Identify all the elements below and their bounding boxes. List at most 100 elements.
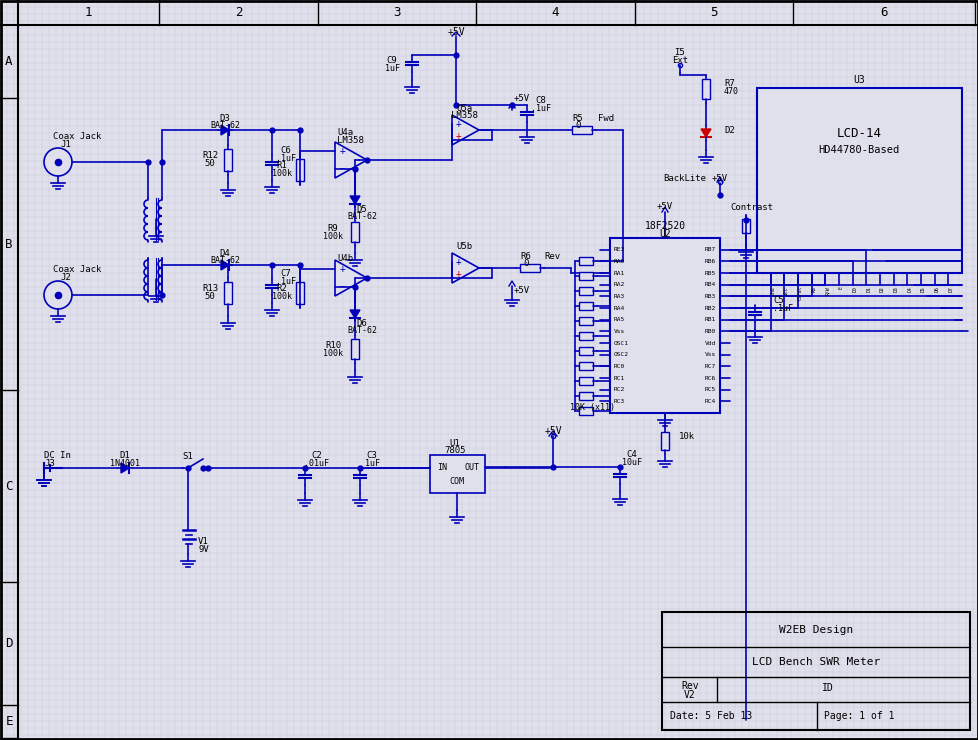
Text: +: +	[456, 269, 462, 279]
Text: +5V: +5V	[513, 93, 529, 103]
Text: 3: 3	[393, 6, 400, 19]
Text: +: +	[339, 146, 345, 156]
Text: D0: D0	[852, 286, 857, 292]
Text: C8: C8	[535, 95, 546, 104]
Text: R/W: R/W	[824, 286, 829, 295]
Text: Gnd: Gnd	[770, 286, 775, 295]
Text: RA0: RA0	[613, 259, 625, 264]
Text: 4: 4	[552, 6, 558, 19]
Text: Ext: Ext	[671, 56, 688, 64]
Text: RE3: RE3	[613, 247, 625, 252]
Text: RC7: RC7	[704, 364, 715, 369]
Polygon shape	[221, 260, 229, 270]
Text: D1: D1	[866, 286, 870, 292]
Text: RC4: RC4	[704, 399, 715, 404]
Text: E: E	[5, 715, 13, 728]
Text: RB7: RB7	[704, 247, 715, 252]
Bar	[578, 377, 593, 386]
Text: 0: 0	[575, 121, 580, 130]
Bar	[578, 287, 593, 295]
Text: 100k: 100k	[323, 232, 342, 240]
Text: D7: D7	[948, 286, 953, 292]
Bar	[351, 339, 359, 359]
Polygon shape	[350, 310, 360, 318]
Text: Vcc: Vcc	[783, 286, 788, 295]
Text: I5: I5	[674, 47, 685, 56]
Text: HD44780-Based: HD44780-Based	[818, 145, 899, 155]
Text: RA4: RA4	[613, 306, 625, 311]
Text: R12: R12	[201, 150, 218, 160]
Text: J3: J3	[44, 459, 55, 468]
Bar	[578, 303, 593, 310]
Text: J1: J1	[60, 140, 70, 149]
Text: R2: R2	[277, 283, 288, 292]
Text: C9: C9	[386, 56, 397, 64]
Text: 10K (x11): 10K (x11)	[569, 403, 614, 412]
Text: U2: U2	[658, 229, 670, 239]
Text: D3: D3	[219, 113, 230, 123]
Text: BAT-62: BAT-62	[346, 212, 377, 221]
Text: Ctral: Ctral	[797, 286, 802, 300]
Text: LCD Bench SWR Meter: LCD Bench SWR Meter	[751, 657, 879, 667]
Text: D3: D3	[893, 286, 898, 292]
Text: .01uF: .01uF	[304, 459, 330, 468]
Bar	[578, 317, 593, 326]
Bar	[756, 88, 961, 273]
Bar	[224, 149, 232, 171]
Text: C5: C5	[773, 295, 783, 304]
Text: .1uF: .1uF	[276, 277, 295, 286]
Text: 100k: 100k	[272, 292, 291, 300]
Bar	[351, 222, 359, 242]
Text: RS: RS	[811, 286, 816, 292]
Bar	[578, 392, 593, 400]
Polygon shape	[452, 253, 478, 283]
Text: U1: U1	[449, 439, 460, 448]
Bar	[578, 347, 593, 355]
Text: BAT-62: BAT-62	[346, 326, 377, 334]
Bar	[295, 282, 304, 304]
Text: 9V: 9V	[198, 545, 208, 554]
Polygon shape	[350, 196, 360, 204]
Text: LM358: LM358	[336, 135, 364, 144]
Text: LM358: LM358	[450, 110, 477, 119]
Bar	[571, 126, 592, 134]
Bar	[741, 219, 749, 233]
Text: RC1: RC1	[613, 375, 625, 380]
Text: C: C	[5, 480, 13, 493]
Text: R13: R13	[201, 283, 218, 292]
Text: +: +	[339, 264, 345, 274]
Bar	[578, 407, 593, 415]
Text: J2: J2	[60, 272, 70, 281]
Text: 50: 50	[204, 292, 215, 300]
Text: Coax Jack: Coax Jack	[53, 264, 102, 274]
Text: −: −	[339, 164, 345, 174]
Text: U5b: U5b	[456, 241, 471, 251]
Bar	[578, 272, 593, 280]
Polygon shape	[334, 142, 367, 178]
Polygon shape	[452, 115, 478, 145]
Bar	[609, 238, 719, 413]
Text: 470: 470	[724, 87, 738, 95]
Bar	[661, 612, 969, 730]
Text: D2: D2	[724, 126, 734, 135]
Text: U4a: U4a	[336, 127, 353, 136]
Text: RB1: RB1	[704, 317, 715, 322]
Bar	[224, 282, 232, 304]
Text: Page: 1 of 1: Page: 1 of 1	[823, 711, 894, 721]
Text: RA5: RA5	[613, 317, 625, 322]
Text: 2: 2	[235, 6, 242, 19]
Text: 10uF: 10uF	[621, 457, 642, 466]
Polygon shape	[121, 463, 129, 473]
Text: 18F2520: 18F2520	[644, 221, 685, 231]
Text: RC2: RC2	[613, 387, 625, 392]
Text: U3: U3	[852, 75, 864, 85]
Bar	[578, 258, 593, 266]
Text: R10: R10	[325, 340, 340, 349]
Bar	[660, 432, 668, 450]
Polygon shape	[700, 129, 710, 137]
Text: W2EB Design: W2EB Design	[778, 625, 852, 635]
Circle shape	[44, 281, 72, 309]
Text: R1: R1	[277, 161, 288, 169]
Polygon shape	[334, 260, 367, 296]
Text: 1uF: 1uF	[364, 459, 379, 468]
